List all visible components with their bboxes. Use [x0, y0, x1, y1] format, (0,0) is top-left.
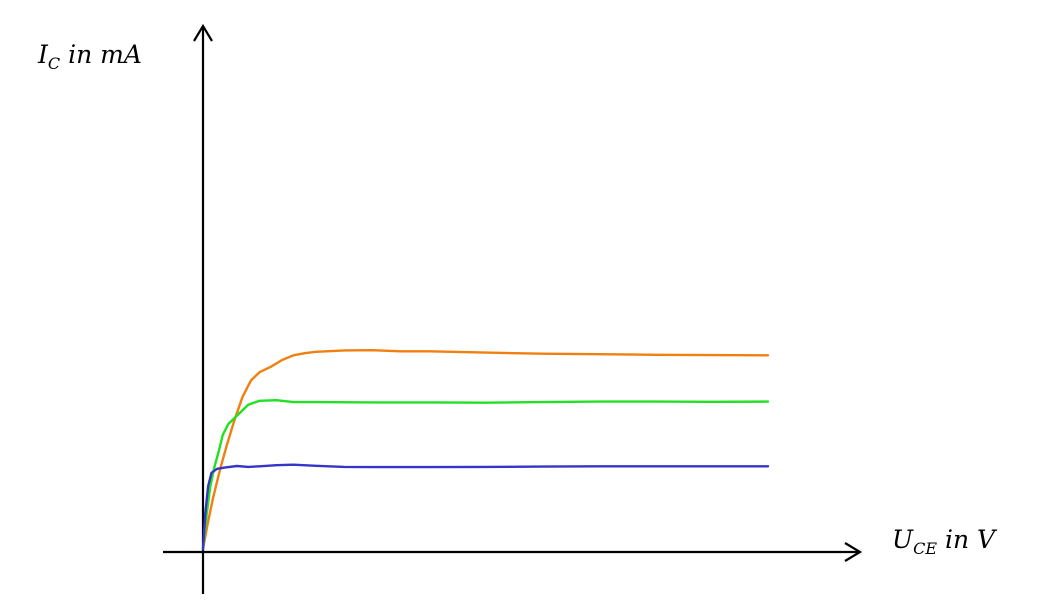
x-axis-label-sub: CE	[913, 539, 937, 558]
x-axis-arrowhead	[844, 542, 863, 562]
y-axis-label-main: I	[37, 40, 49, 69]
curve-blue	[201, 463, 770, 551]
y-axis-label-sub: C	[48, 54, 60, 73]
y-axis-arrowhead	[193, 23, 213, 42]
x-axis-label: UCE in V	[892, 525, 998, 558]
y-axis-label-rest: in mA	[60, 40, 142, 69]
x-axis-label-rest: in V	[937, 525, 998, 554]
curve-green	[201, 399, 770, 551]
x-axis-label-main: U	[892, 525, 914, 554]
series-layer	[201, 349, 770, 551]
y-axis-label: IC in mA	[37, 40, 142, 73]
curve-orange	[201, 349, 770, 551]
